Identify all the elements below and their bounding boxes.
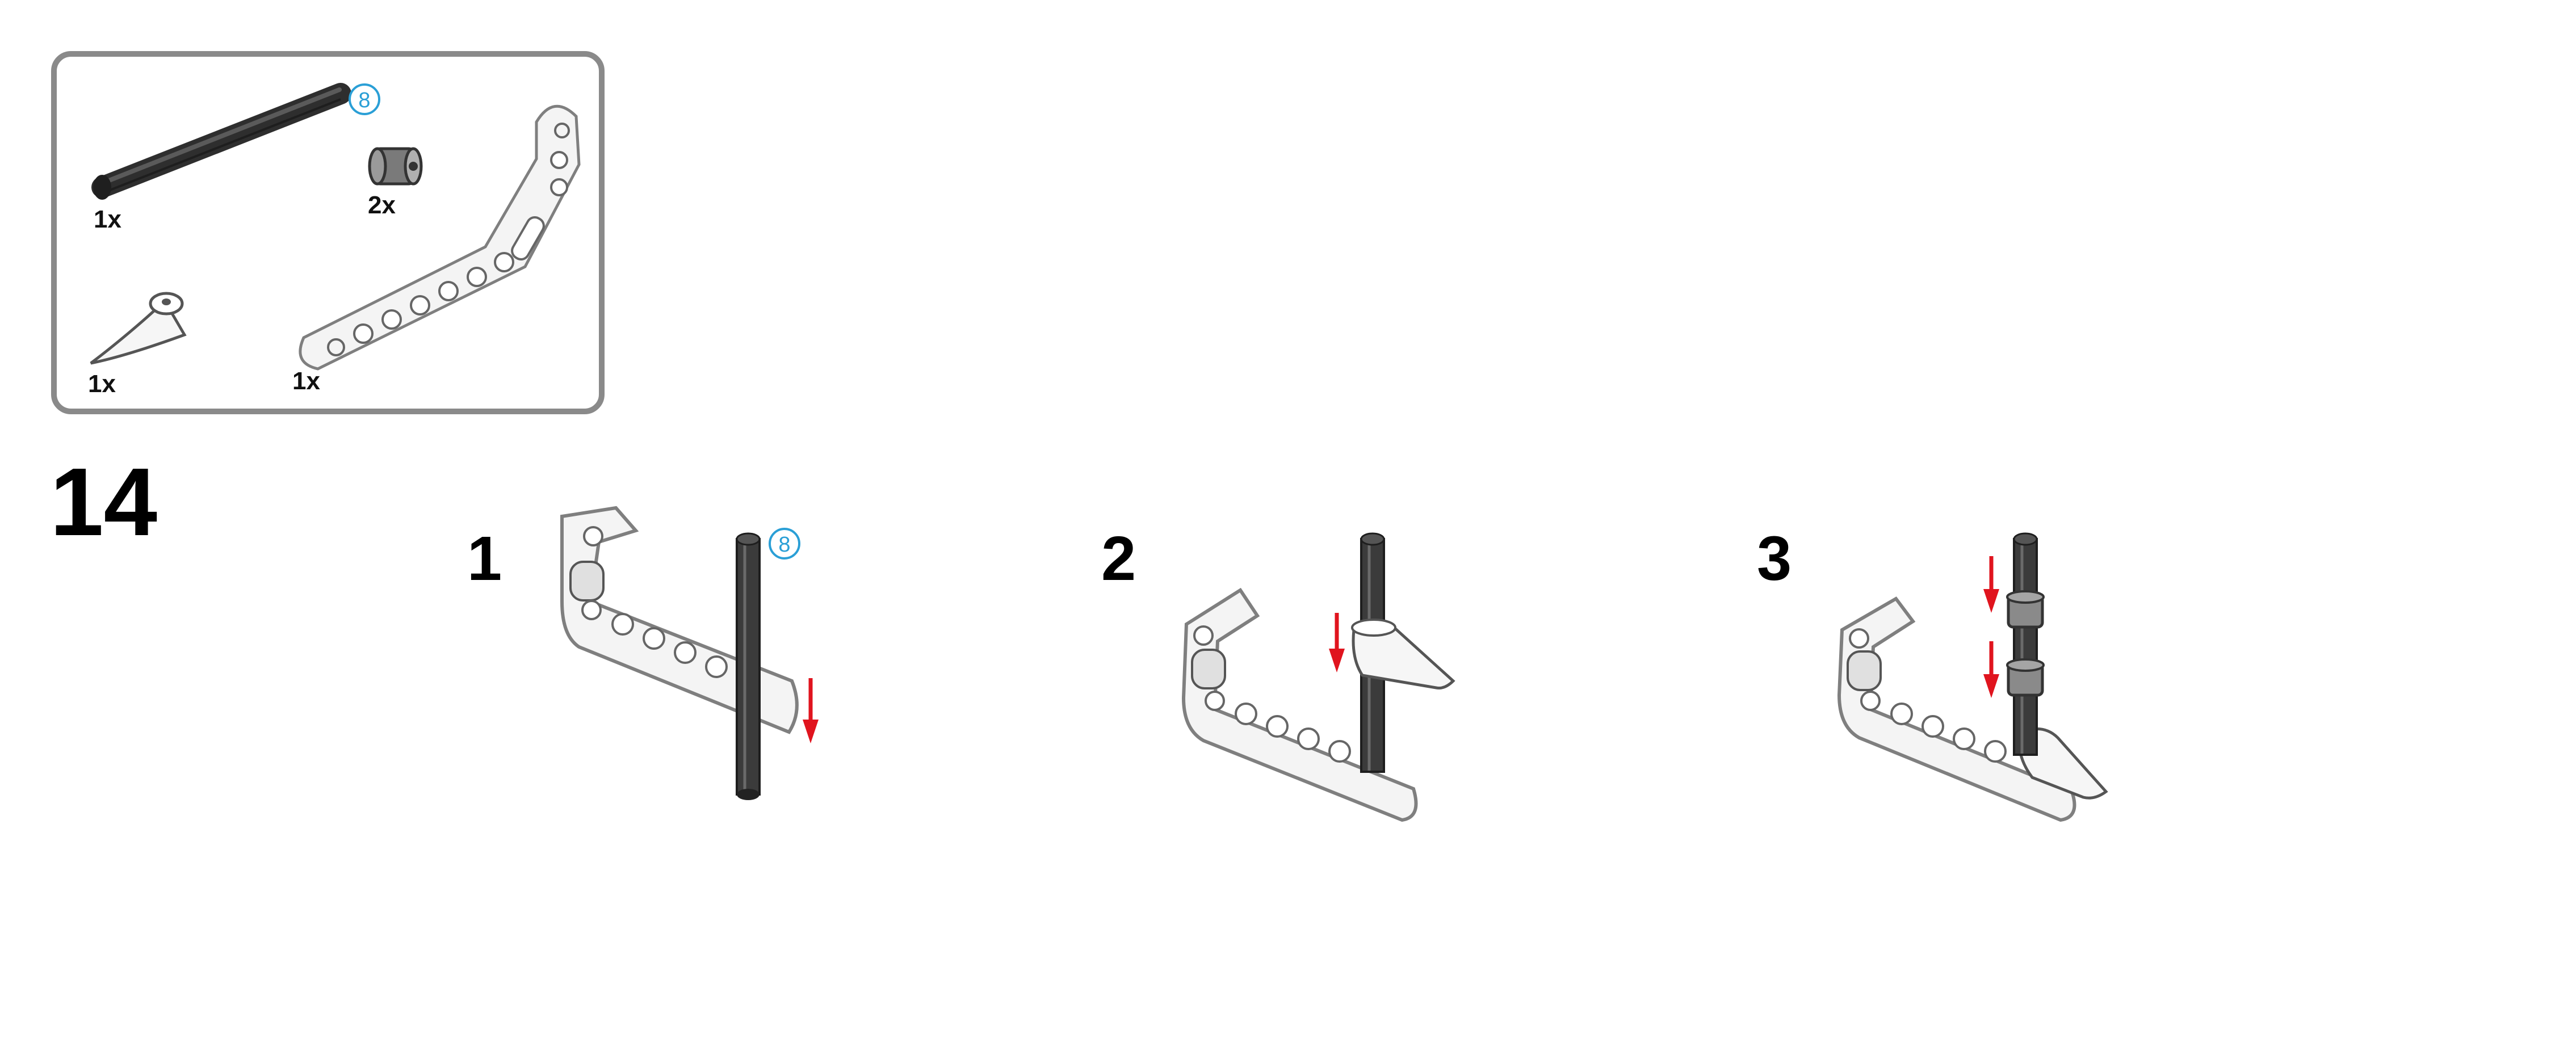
- substep-2-tooth: [1351, 619, 1455, 689]
- axle-length-badge: 8: [349, 83, 380, 115]
- bent-beam-icon: [299, 104, 581, 371]
- substep-2-diagram: [1181, 532, 1455, 822]
- substep-1-badge-text: 8: [778, 533, 790, 557]
- bent-beam-quantity: 1x: [292, 367, 320, 395]
- axle-icon: [91, 83, 351, 200]
- substep-1-length-badge: 8: [769, 528, 800, 560]
- substep-3-label: 3: [1757, 524, 1792, 594]
- arrow-down-icon: [803, 678, 819, 743]
- axle-length-badge-text: 8: [358, 89, 370, 112]
- substep-3-axle: [2013, 532, 2038, 756]
- tooth-quantity: 1x: [88, 370, 116, 398]
- bushing-icon: [368, 147, 423, 186]
- bushing-quantity: 2x: [368, 191, 396, 219]
- substep-2-label: 2: [1101, 524, 1136, 594]
- arrow-down-icon: [1329, 613, 1345, 672]
- substep-1-diagram: 8: [560, 506, 819, 800]
- bushing-icon: [2006, 590, 2045, 629]
- substep-3-diagram: [1837, 532, 2108, 822]
- axle-quantity: 1x: [94, 205, 121, 233]
- substep-2-beam: [1181, 587, 1418, 822]
- arrow-down-icon: [1983, 641, 1999, 698]
- arrow-down-icon: [1983, 556, 1999, 613]
- step-number: 14: [50, 448, 158, 556]
- bushing-icon: [2006, 658, 2045, 697]
- substep-1-axle: [736, 532, 761, 800]
- tooth-icon: [90, 292, 187, 365]
- substep-1-label: 1: [467, 524, 502, 594]
